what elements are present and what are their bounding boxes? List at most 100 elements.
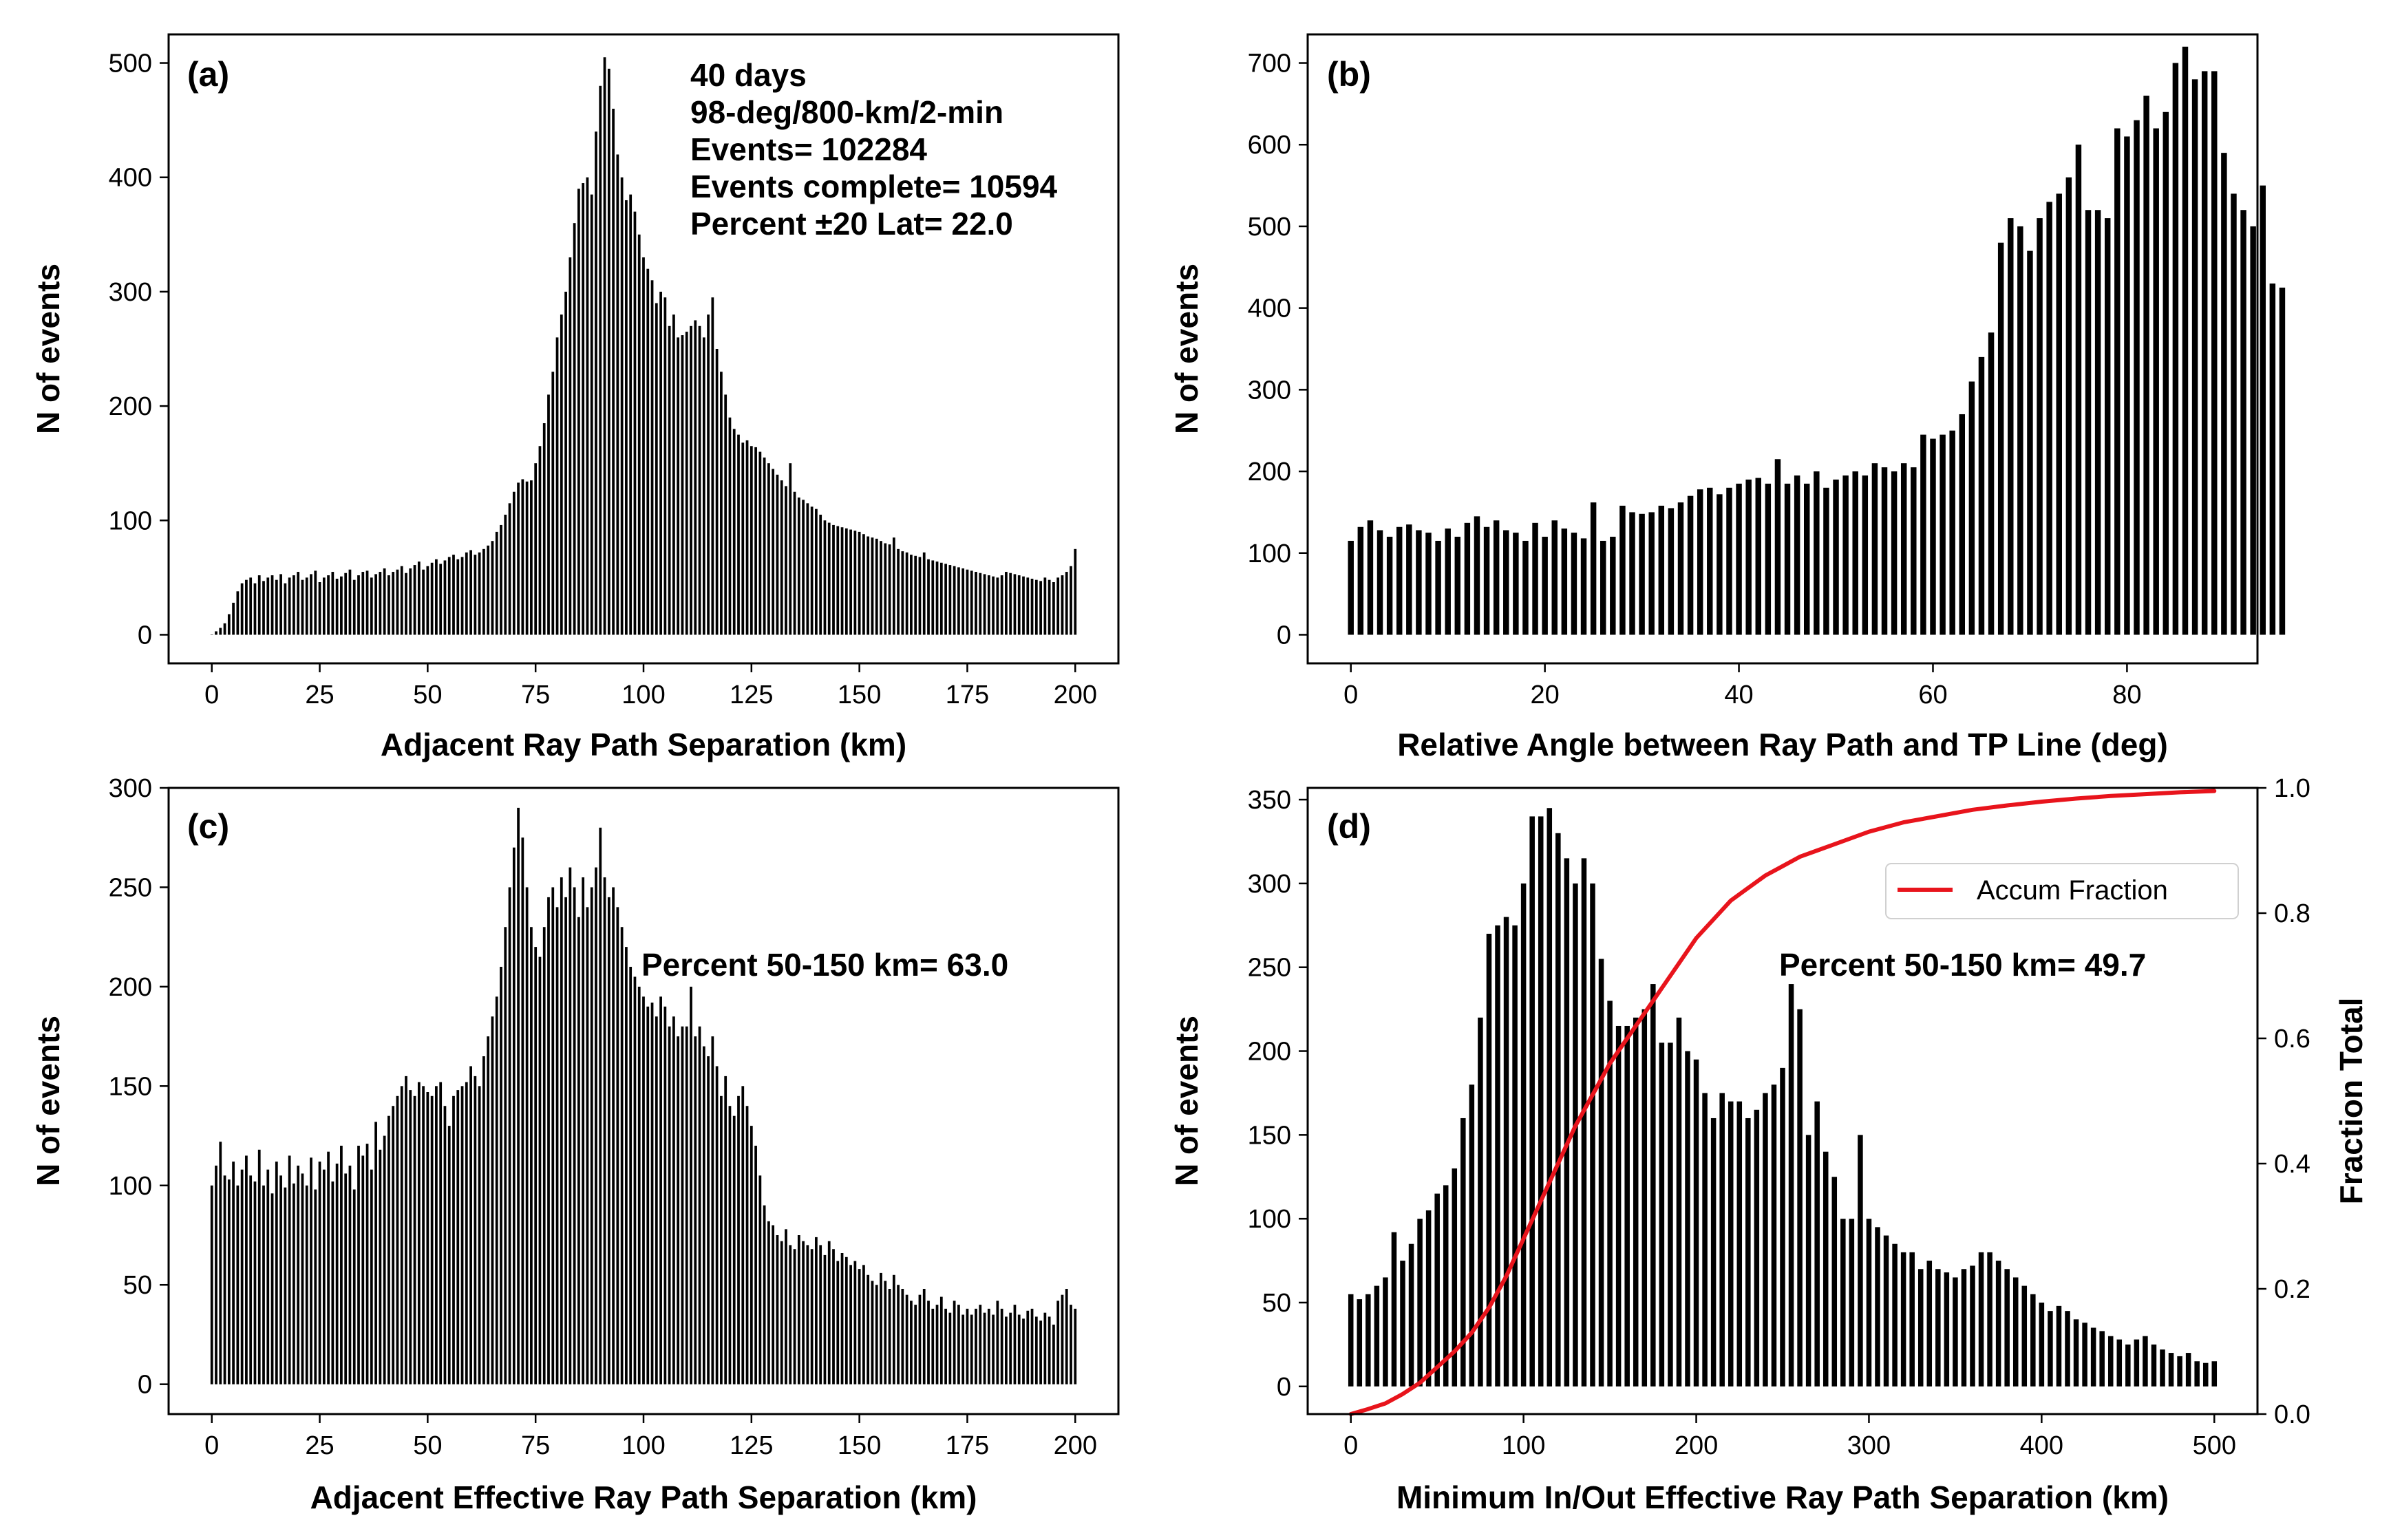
bar-b-53 <box>1862 475 1869 635</box>
bar-b-90 <box>2221 153 2227 635</box>
bar-c-87 <box>586 907 589 1384</box>
bar-c-63 <box>482 1056 485 1384</box>
bar-d-41 <box>1702 1093 1708 1387</box>
bar-b-91 <box>2231 193 2237 635</box>
bar-a-185 <box>1009 573 1012 635</box>
bar-a-131 <box>776 474 779 635</box>
bar-d-43 <box>1719 1093 1725 1387</box>
bar-a-163 <box>914 555 917 635</box>
bar-a-80 <box>555 337 559 635</box>
bar-c-18 <box>288 1155 291 1384</box>
bar-c-188 <box>1022 1318 1025 1384</box>
x-tick-label-d-3: 300 <box>1847 1431 1891 1460</box>
y2-tick-label-d-4: 0.8 <box>2274 899 2310 928</box>
bar-c-193 <box>1043 1312 1047 1384</box>
bar-c-49 <box>422 1086 425 1384</box>
bar-a-198 <box>1065 572 1068 635</box>
bar-c-177 <box>975 1308 977 1384</box>
bar-c-169 <box>939 1296 943 1384</box>
bar-b-54 <box>1871 463 1878 635</box>
bar-c-135 <box>793 1249 796 1384</box>
annotation-a-3: Events= 102284 <box>690 131 927 167</box>
bar-a-114 <box>702 337 705 635</box>
bar-c-172 <box>953 1301 956 1384</box>
bar-d-20 <box>1520 883 1527 1387</box>
bar-c-22 <box>305 1185 308 1384</box>
bar-c-57 <box>456 1090 460 1384</box>
bar-a-54 <box>443 560 447 635</box>
bar-d-91 <box>2134 1339 2140 1387</box>
bar-a-28 <box>331 572 334 635</box>
bar-c-60 <box>469 1066 472 1384</box>
bar-c-163 <box>914 1305 917 1384</box>
bar-a-138 <box>806 503 809 635</box>
bar-d-97 <box>2185 1353 2191 1387</box>
bar-b-37 <box>1707 487 1713 635</box>
bar-a-25 <box>318 582 321 635</box>
bar-a-32 <box>348 569 352 635</box>
bar-c-171 <box>948 1312 952 1384</box>
bar-c-54 <box>443 1106 447 1384</box>
bar-c-68 <box>504 927 507 1384</box>
bar-c-13 <box>266 1169 270 1384</box>
bar-d-63 <box>1892 1243 1898 1387</box>
bar-c-90 <box>599 827 602 1384</box>
bar-a-194 <box>1048 579 1051 635</box>
bar-c-73 <box>525 887 529 1384</box>
bar-b-59 <box>1920 434 1926 635</box>
bar-a-78 <box>547 394 550 635</box>
bar-d-37 <box>1668 1042 1673 1387</box>
bar-a-34 <box>357 575 360 635</box>
bar-c-143 <box>827 1241 831 1384</box>
bar-b-18 <box>1522 540 1529 635</box>
bar-c-139 <box>810 1249 814 1384</box>
bar-c-191 <box>1034 1316 1038 1384</box>
chart-panel-a: 0 25 50 75 100 125 150 175 200 0 100 200 300 400 500 (… <box>30 33 1120 762</box>
annotation-a-1: 40 days <box>690 57 807 93</box>
bar-c-195 <box>1052 1325 1055 1384</box>
bar-c-11 <box>257 1149 261 1384</box>
bar-a-197 <box>1061 575 1064 635</box>
y-axis-label-d: N of events <box>1169 1016 1204 1186</box>
bar-a-96 <box>625 200 628 635</box>
bar-c-104 <box>659 996 662 1384</box>
bar-a-88 <box>590 194 593 635</box>
bar-a-41 <box>387 575 390 635</box>
bar-c-61 <box>474 1076 477 1384</box>
bar-c-140 <box>815 1237 818 1384</box>
bar-c-93 <box>612 887 615 1384</box>
bar-b-63 <box>1959 414 1966 635</box>
x-axis-label-c: Adjacent Effective Ray Path Separation (… <box>310 1479 977 1515</box>
bar-a-119 <box>724 394 727 635</box>
bar-d-54 <box>1814 1101 1820 1387</box>
bar-a-148 <box>849 529 852 635</box>
bar-c-184 <box>1005 1316 1008 1384</box>
bar-a-184 <box>1005 572 1008 635</box>
bar-d-51 <box>1788 984 1794 1387</box>
bar-a-82 <box>564 291 567 635</box>
bar-d-4 <box>1383 1277 1388 1387</box>
bar-d-89 <box>2116 1339 2123 1387</box>
bar-c-39 <box>379 1149 382 1384</box>
bar-d-40 <box>1693 1059 1699 1387</box>
bar-c-131 <box>776 1235 779 1384</box>
bar-d-95 <box>2168 1353 2174 1387</box>
bar-a-67 <box>500 524 502 635</box>
bar-b-56 <box>1891 471 1898 635</box>
bar-c-165 <box>922 1289 926 1384</box>
bar-a-160 <box>901 551 904 635</box>
bar-b-33 <box>1668 508 1675 635</box>
bar-c-27 <box>327 1151 330 1384</box>
bar-c-116 <box>711 1036 714 1384</box>
bar-c-65 <box>491 1016 494 1384</box>
bar-c-80 <box>555 907 559 1384</box>
bar-c-51 <box>430 1095 434 1384</box>
bar-b-57 <box>1900 463 1907 635</box>
bar-b-12 <box>1464 522 1471 635</box>
bar-c-55 <box>447 1126 451 1384</box>
bar-c-77 <box>542 927 546 1384</box>
bar-c-125 <box>750 1126 753 1384</box>
bar-d-8 <box>1417 1219 1423 1387</box>
bar-c-83 <box>568 867 572 1384</box>
bar-c-111 <box>690 986 692 1384</box>
